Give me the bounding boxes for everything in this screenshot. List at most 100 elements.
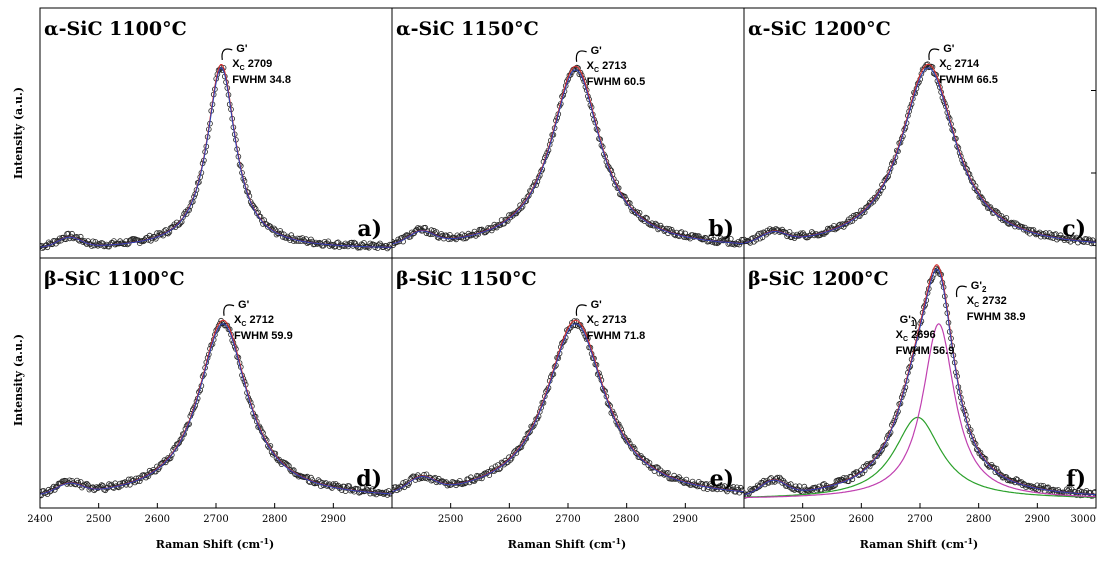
data-point <box>523 435 530 442</box>
peak-center: XC 2714 <box>939 58 980 72</box>
data-points <box>392 318 744 496</box>
panel-frame <box>743 257 1097 509</box>
data-point <box>836 476 842 483</box>
data-points <box>744 61 1096 247</box>
data-point <box>84 480 90 487</box>
data-point <box>871 194 878 201</box>
data-point <box>1066 486 1072 492</box>
component-curve-1 <box>744 416 1096 498</box>
envelope-curve <box>40 63 392 248</box>
data-point <box>633 450 639 456</box>
data-point <box>644 215 650 222</box>
data-point <box>1072 489 1079 495</box>
data-point <box>348 239 355 246</box>
data-point <box>740 487 744 493</box>
peak-fwhm: FWHM 60.5 <box>587 76 646 88</box>
plot-area <box>392 64 744 248</box>
data-point <box>1087 237 1093 244</box>
peak-center: XC 2713 <box>587 60 627 74</box>
peak-fwhm: FWHM 66.5 <box>939 74 998 86</box>
panel-f: β-SiC 1200°C f) G'1XC 2696 FWHM 56.9 G'2XC 2… <box>743 257 1097 509</box>
peak-annotation: G' XC 2709 FWHM 34.8 <box>221 43 291 86</box>
data-point <box>304 240 311 246</box>
panel-frame <box>391 7 745 259</box>
data-point <box>877 448 884 455</box>
data-point <box>514 208 521 214</box>
data-point <box>727 236 734 242</box>
plot-area <box>40 317 392 499</box>
data-point <box>96 240 102 247</box>
data-point <box>1092 240 1096 247</box>
data-points <box>392 64 744 248</box>
data-point <box>156 464 163 471</box>
panel-frame <box>391 257 745 509</box>
x-tick-label: 2700 <box>555 514 580 525</box>
peak-center: XC 2709 <box>232 58 272 72</box>
arrow-icon <box>955 285 967 298</box>
panel-title: α-SiC 1200°C <box>748 18 891 40</box>
data-point <box>822 485 829 492</box>
data-point <box>724 235 730 242</box>
data-point <box>332 243 339 250</box>
data-point <box>63 236 69 243</box>
peak-label: G' <box>591 45 603 57</box>
peak-label: G' <box>943 43 955 55</box>
x-tick-label: 2600 <box>497 514 522 525</box>
data-point <box>268 226 275 232</box>
arrow-icon <box>221 48 233 60</box>
data-point <box>180 214 186 221</box>
data-point <box>375 488 382 495</box>
data-point <box>154 230 160 236</box>
data-point <box>106 481 112 487</box>
data-point <box>678 229 685 235</box>
fit-curve <box>744 67 1096 244</box>
data-point <box>355 245 361 251</box>
x-tick-label: 2900 <box>321 514 346 525</box>
plot-area <box>744 61 1096 247</box>
data-point <box>300 237 307 243</box>
data-point <box>755 483 762 490</box>
data-point <box>44 244 51 251</box>
peak-annotation: G' XC 2713 FWHM 71.8 <box>575 299 646 342</box>
data-point <box>98 482 105 488</box>
data-point <box>707 481 713 488</box>
x-tick-label: 2600 <box>145 514 170 525</box>
data-point <box>864 204 870 210</box>
x-tick-label: 2500 <box>86 514 111 525</box>
data-point <box>509 452 516 459</box>
data-point <box>529 424 536 431</box>
panel-title: β-SiC 1150°C <box>396 268 537 290</box>
data-point <box>840 474 847 481</box>
peak-fwhm: FWHM 71.8 <box>587 330 646 342</box>
data-point <box>433 229 440 235</box>
data-point <box>629 445 635 452</box>
panel-e: β-SiC 1150°C e) G' XC 2713 FWHM 71.8 <box>391 257 745 509</box>
x-axis-label-col1: Raman Shift (cm-1) <box>508 536 627 551</box>
data-point <box>40 492 43 498</box>
peak-center: XC 2732 <box>967 295 1007 309</box>
panel-d: β-SiC 1100°C d) G' XC 2712 FWHM 59.9 <box>39 257 393 509</box>
data-point <box>980 197 986 203</box>
peak-label: G'2 <box>971 280 987 294</box>
data-point <box>740 237 744 243</box>
panel-b: α-SiC 1150°C b) G' XC 2713 FWHM 60.5 <box>391 7 745 259</box>
x-tick-label: 2900 <box>673 514 698 525</box>
data-point <box>169 452 175 458</box>
peak-label: G' <box>591 299 603 311</box>
y-axis-label-top: Intensity (a.u.) <box>12 87 25 179</box>
data-point <box>77 479 84 485</box>
arrow-icon <box>928 48 940 60</box>
panel-c: α-SiC 1200°C c) G' XC 2714 FWHM 66.5 <box>743 7 1097 259</box>
data-point <box>776 474 783 481</box>
data-point <box>656 225 663 232</box>
data-point <box>460 235 467 242</box>
data-point <box>721 483 728 489</box>
data-point <box>973 188 980 194</box>
data-point <box>1088 240 1095 247</box>
panel-title: α-SiC 1150°C <box>396 18 539 40</box>
data-point <box>467 474 474 481</box>
panel-label: b) <box>708 216 734 242</box>
panel-title: β-SiC 1200°C <box>748 268 889 290</box>
data-points <box>744 265 1096 499</box>
